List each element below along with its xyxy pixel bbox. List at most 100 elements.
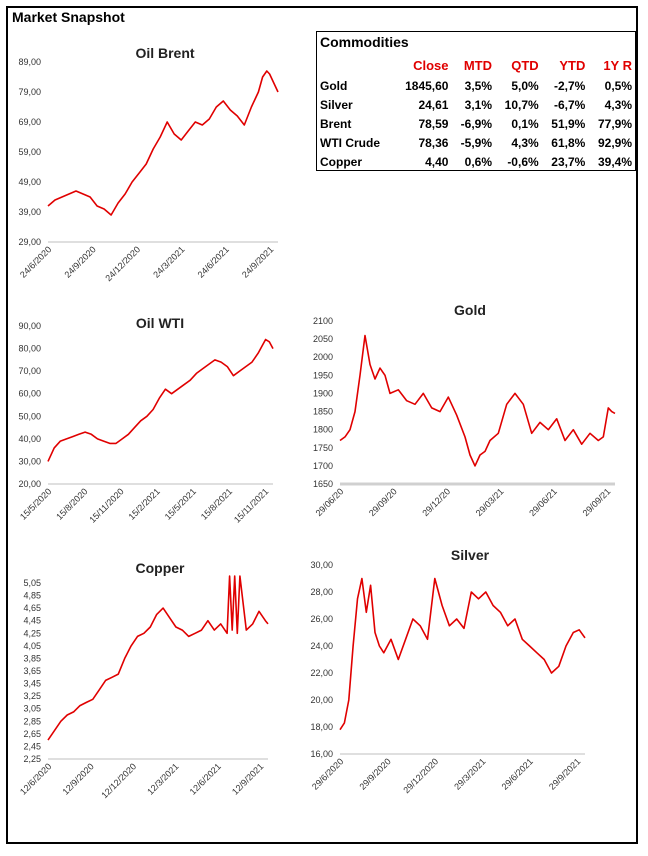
page-frame: [6, 6, 638, 844]
y-tick-label: 4,85: [23, 591, 41, 601]
y-tick-label: 90,00: [18, 321, 41, 331]
table-cell: 24,61: [418, 97, 449, 112]
table-cell: 3,1%: [464, 97, 493, 112]
table-header-row: Close MTD QTD YTD 1Y R: [317, 54, 635, 76]
series-line: [339, 577, 586, 731]
y-tick-label: 3,25: [23, 691, 41, 701]
y-tick-label: 16,00: [310, 749, 333, 759]
table-cell: 51,9%: [551, 116, 586, 131]
y-tick-label: 4,45: [23, 616, 41, 626]
column-header: QTD: [511, 57, 539, 73]
table-row: Silver 24,61 3,1% 10,7% -6,7% 4,3%: [317, 95, 635, 114]
table-cell: WTI Crude: [320, 135, 380, 150]
y-tick-label: 22,00: [310, 668, 333, 678]
x-tick-label: 29/09/21: [581, 486, 613, 518]
x-tick-label: 29/6/2021: [500, 756, 535, 791]
column-header: MTD: [463, 57, 493, 73]
table-cell: 0,1%: [511, 116, 539, 131]
x-tick-label: 29/3/2021: [452, 756, 487, 791]
commodities-table-title: Commodities: [320, 34, 409, 50]
y-tick-label: 2,45: [23, 741, 41, 751]
table-cell: 4,3%: [511, 135, 539, 150]
x-tick-label: 29/6/2020: [310, 756, 345, 791]
column-header: Close: [413, 57, 449, 73]
x-tick-label: 24/9/2020: [62, 244, 97, 279]
y-tick-label: 3,65: [23, 666, 41, 676]
series-line: [47, 575, 269, 741]
x-tick-label: 15/5/2021: [163, 486, 198, 521]
y-tick-label: 70,00: [18, 366, 41, 376]
table-cell: Copper: [320, 154, 362, 169]
x-tick-label: 24/3/2021: [151, 244, 186, 279]
chart-title: Oil WTI: [136, 315, 184, 331]
y-tick-label: 60,00: [18, 389, 41, 399]
chart-title: Gold: [454, 302, 486, 318]
x-tick-label: 12/9/2021: [230, 761, 265, 796]
y-tick-label: 26,00: [310, 614, 333, 624]
x-tick-label: 29/9/2020: [357, 756, 392, 791]
y-tick-label: 28,00: [310, 587, 333, 597]
y-tick-label: 20,00: [310, 695, 333, 705]
table-cell: 23,7%: [551, 154, 586, 169]
table-cell: 92,9%: [597, 135, 632, 150]
y-tick-label: 4,65: [23, 603, 41, 613]
y-tick-label: 2050: [313, 334, 333, 344]
y-tick-label: 40,00: [18, 434, 41, 444]
x-tick-label: 15/11/2020: [87, 486, 125, 524]
y-tick-label: 4,25: [23, 628, 41, 638]
series-line: [339, 334, 616, 467]
table-row: Gold 1845,60 3,5% 5,0% -2,7% 0,5%: [317, 76, 635, 95]
y-tick-label: 29,00: [18, 237, 41, 247]
y-tick-label: 1850: [313, 407, 333, 417]
chart-title: Oil Brent: [135, 45, 194, 61]
y-tick-label: 50,00: [18, 411, 41, 421]
table-row: WTI Crude 78,36 -5,9% 4,3% 61,8% 92,9%: [317, 133, 635, 152]
chart-copper: Copper 2,25 2,45 2,65 2,85 3,05 3,25 3,45 3,65 3,…: [18, 560, 269, 800]
y-tick-label: 59,00: [18, 147, 41, 157]
y-tick-label: 69,00: [18, 117, 41, 127]
column-header: 1Y R: [603, 57, 632, 73]
y-tick-label: 3,05: [23, 704, 41, 714]
x-tick-label: 24/6/2020: [18, 244, 53, 279]
series-line: [47, 338, 274, 462]
commodities-table-panel: Commodities Close MTD QTD YTD 1Y R Gold …: [316, 31, 636, 171]
table-cell: 3,5%: [464, 78, 493, 93]
x-tick-label: 29/06/20: [314, 486, 346, 518]
y-tick-label: 2000: [313, 352, 333, 362]
x-tick-label: 24/6/2021: [196, 244, 231, 279]
table-cell: -5,9%: [460, 135, 493, 150]
x-tick-label: 15/11/2021: [232, 486, 270, 524]
chart-oil-brent: Oil Brent 29,00 39,00 49,00 59,00 69,00 79,00 8…: [18, 45, 279, 283]
y-tick-label: 49,00: [18, 177, 41, 187]
y-tick-label: 39,00: [18, 207, 41, 217]
y-tick-label: 1800: [313, 425, 333, 435]
page-title: Market Snapshot: [12, 9, 125, 25]
series-line: [47, 70, 279, 216]
x-tick-label: 29/06/21: [527, 486, 559, 518]
x-tick-label: 24/9/2021: [240, 244, 275, 279]
table-row: Copper 4,40 0,6% -0,6% 23,7% 39,4%: [317, 152, 635, 171]
y-tick-label: 2100: [313, 316, 333, 326]
y-tick-label: 30,00: [18, 456, 41, 466]
x-tick-label: 29/03/21: [474, 486, 506, 518]
table-cell: 0,5%: [604, 78, 632, 93]
x-tick-label: 12/3/2021: [145, 761, 180, 796]
table-cell: 10,7%: [504, 97, 539, 112]
x-tick-label: 12/9/2020: [60, 761, 95, 796]
y-tick-label: 4,05: [23, 641, 41, 651]
table-cell: 77,9%: [597, 116, 632, 131]
table-cell: 5,0%: [511, 78, 539, 93]
x-tick-label: 12/6/2020: [18, 761, 53, 796]
x-tick-label: 15/8/2021: [199, 486, 234, 521]
x-tick-label: 24/12/2020: [103, 244, 142, 283]
table-cell: Gold: [320, 78, 348, 93]
x-tick-label: 29/12/20: [420, 486, 452, 518]
column-header: [317, 54, 394, 76]
y-tick-label: 24,00: [310, 641, 333, 651]
y-tick-label: 1900: [313, 388, 333, 398]
chart-oil-wti: Oil WTI 20,00 30,00 40,00 50,00 60,00 70,00 80,…: [18, 315, 274, 525]
table-cell: 4,3%: [604, 97, 632, 112]
y-tick-label: 18,00: [310, 722, 333, 732]
x-tick-label: 12/12/2020: [99, 761, 138, 800]
column-header: YTD: [559, 57, 586, 73]
